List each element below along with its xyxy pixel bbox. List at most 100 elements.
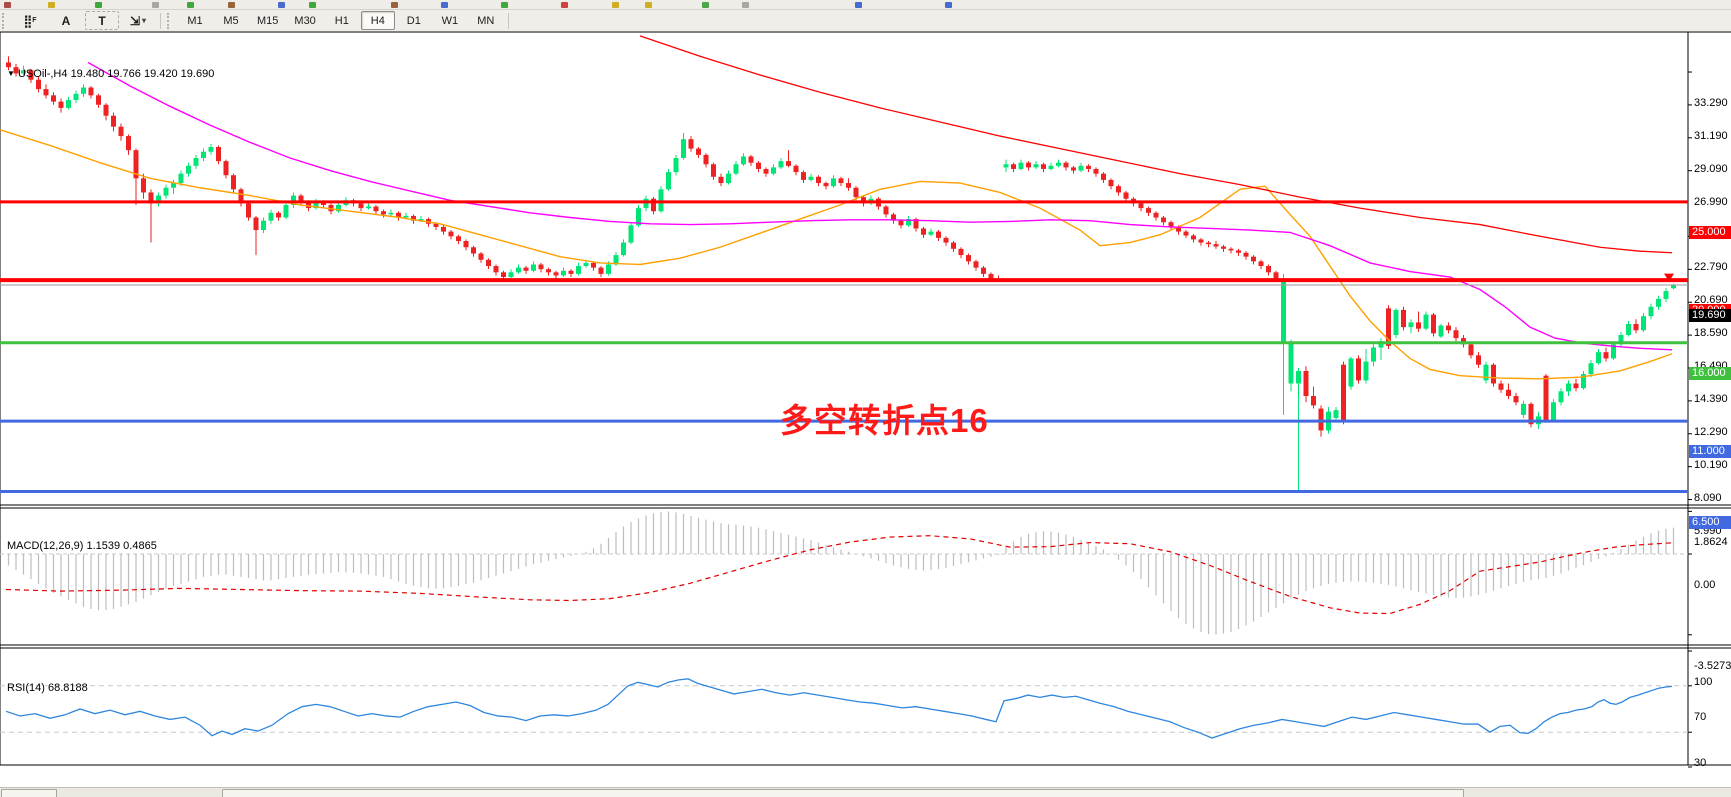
timeframe-button-d1[interactable]: D1 [406,14,421,27]
clipped-toolbar-icon[interactable] [441,2,448,8]
price-tick-label: 22.790 [1694,261,1728,274]
candle [1521,403,1526,415]
candle [763,168,769,174]
timeframe-button-m1[interactable]: M1 [187,14,203,27]
candle [208,147,214,152]
candle [21,70,26,74]
timeframe-button-h1[interactable]: H1 [334,14,349,27]
candle [673,157,679,173]
clipped-toolbar-icon[interactable] [4,2,11,8]
cursor-tools-icon[interactable]: ⇲ ▾ [129,13,147,28]
clipped-toolbar-icon[interactable] [645,2,652,8]
candle [1093,168,1099,174]
candle [1063,162,1069,168]
chart-text-annotation[interactable]: 多空转折点16 [780,402,989,439]
candle [1108,179,1114,187]
clipped-toolbar-icon[interactable] [48,2,55,8]
candle [298,195,304,202]
candle [808,176,814,180]
clipped-toolbar-icon[interactable] [228,2,235,8]
timeframe-button-m5[interactable]: M5 [223,14,239,27]
clipped-toolbar-icon[interactable] [742,2,749,8]
clipped-toolbar-icon[interactable] [309,2,316,8]
candle [621,242,626,256]
candle [1288,342,1294,384]
text-box-icon[interactable]: T [85,11,119,30]
candle [111,115,116,127]
macd-signal-line [5,535,1673,615]
candle [306,201,311,209]
candle [463,240,469,248]
clipped-toolbar-row [0,0,1731,10]
timeframe-button-h4[interactable]: H4 [360,11,395,30]
clipped-toolbar-icon[interactable] [702,2,709,8]
candle [1468,344,1474,356]
macd-tick-label: 1.8624 [1694,536,1728,549]
candle [981,267,986,274]
candle [1513,396,1519,403]
horizontal-scrollbar[interactable] [222,789,1464,797]
candle [688,139,694,149]
indicator-grid-icon[interactable]: ⣿ F [23,13,37,28]
candle [1318,408,1324,431]
chart-dropdown-icon[interactable]: ▼ [7,69,15,78]
timeframe-button-mn[interactable]: MN [477,14,495,27]
candle [553,272,559,276]
candle [1386,308,1391,346]
candle [1431,314,1436,334]
chart-canvas[interactable] [0,31,1731,797]
timeframe-button-m30[interactable]: M30 [294,14,316,27]
candle [523,267,529,271]
candle [771,167,776,174]
candle [171,183,176,188]
timeframe-button-w1[interactable]: W1 [441,14,459,27]
candle [1438,325,1444,337]
clipped-toolbar-icon[interactable] [187,2,194,8]
toolbar-drag-handle[interactable] [167,12,175,29]
candle [358,203,364,209]
candle [576,266,581,274]
candle [516,267,521,273]
candle [478,253,484,260]
candle [1011,164,1016,169]
dropdown-caret-icon[interactable]: ▾ [142,16,147,25]
candle [1198,239,1204,243]
candle [1146,208,1151,213]
candle [1018,162,1024,169]
candle [1551,402,1556,422]
candle [1056,162,1061,166]
sell-arrow-marker [1664,273,1674,282]
candle [1581,374,1586,389]
clipped-toolbar-icon[interactable] [278,2,285,8]
clipped-toolbar-icon[interactable] [561,2,568,8]
candle [291,195,296,205]
clipped-toolbar-icon[interactable] [945,2,952,8]
candle [336,204,341,212]
clipped-toolbar-icon[interactable] [152,2,159,8]
toolbar-drag-handle[interactable] [2,12,10,29]
chart-area[interactable]: ▼ USOil-,H4 19.480 19.766 19.420 19.690 … [0,31,1731,797]
candle [696,148,701,155]
clipped-toolbar-icon[interactable] [501,2,508,8]
price-tick-label: 12.290 [1694,425,1728,438]
candle [501,272,506,278]
level-price-badge: 25.000 [1689,225,1731,239]
level-price-badge: 11.000 [1689,445,1731,459]
candle [133,150,139,179]
rsi-tick-label: 70 [1694,710,1707,723]
candle [186,165,191,174]
clipped-toolbar-icon[interactable] [391,2,398,8]
candle [748,156,754,163]
candle [943,237,949,243]
candle [1116,186,1121,193]
clipped-toolbar-icon[interactable] [95,2,102,8]
candle [193,157,199,166]
font-a-icon[interactable]: A [61,13,71,28]
candle [163,187,169,196]
clipped-toolbar-icon[interactable] [612,2,619,8]
timeframe-button-m15[interactable]: M15 [257,14,279,27]
clipped-toolbar-icon[interactable] [855,2,862,8]
candle [1401,309,1406,328]
candle [538,264,544,270]
candle [1228,248,1234,251]
